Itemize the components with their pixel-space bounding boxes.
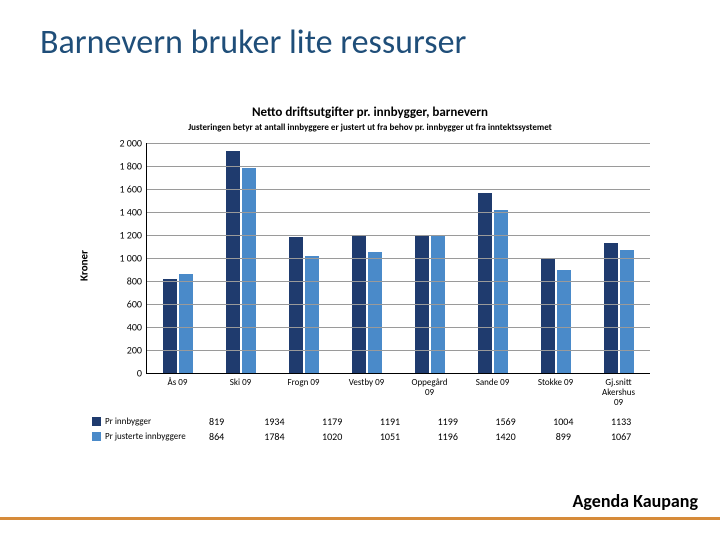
legend-item: Pr innbygger: [90, 414, 188, 429]
table-value: 1934: [246, 414, 304, 429]
gridline: [147, 212, 650, 213]
chart-subtitle: Justeringen betyr at antall innbyggere e…: [90, 122, 650, 133]
table-value: 899: [534, 429, 592, 444]
table-value: 1067: [592, 429, 650, 444]
y-axis-label-text: Kroner: [78, 250, 91, 281]
table-value: 1020: [303, 429, 361, 444]
table-value: 1196: [419, 429, 477, 444]
bar: [604, 243, 618, 373]
gridline: [147, 143, 650, 144]
gridline: [147, 281, 650, 282]
y-tick: 1 800: [119, 160, 142, 173]
gridline: [147, 304, 650, 305]
x-tick: Frogn 09: [272, 374, 335, 408]
table-value: 1179: [303, 414, 361, 429]
bar: [557, 270, 571, 373]
y-axis-ticks: 02004006008001 0001 2001 4001 6001 8002 …: [106, 143, 146, 373]
table-value: 1784: [246, 429, 304, 444]
data-table: Pr innbygger8191934117911911199156910041…: [90, 414, 650, 444]
y-tick: 1 000: [119, 252, 142, 265]
chart-title: Netto driftsutgifter pr. innbygger, barn…: [90, 105, 650, 120]
gridline: [147, 235, 650, 236]
table-value: 1191: [361, 414, 419, 429]
slide: Barnevern bruker lite ressurser Netto dr…: [0, 0, 720, 540]
x-tick: Ås 09: [146, 374, 209, 408]
bar: [242, 168, 256, 373]
gridline: [147, 350, 650, 351]
footer-rule: [0, 517, 720, 520]
bar: [163, 279, 177, 373]
bar: [620, 250, 634, 373]
gridline: [147, 258, 650, 259]
x-tick: Oppegård 09: [398, 374, 461, 408]
chart-container: Netto driftsutgifter pr. innbygger, barn…: [90, 105, 650, 444]
y-tick: 1 200: [119, 229, 142, 242]
y-axis-label: Kroner: [90, 143, 106, 374]
y-tick: 2 000: [119, 137, 142, 150]
y-tick: 800: [127, 275, 142, 288]
gridline: [147, 189, 650, 190]
table-value: 1004: [534, 414, 592, 429]
legend-label: Pr innbygger: [105, 416, 151, 427]
bar: [368, 252, 382, 373]
legend-item: Pr justerte innbyggere: [90, 429, 188, 444]
gridline: [147, 327, 650, 328]
footer-brand: Agenda Kaupang: [573, 490, 698, 512]
table-value: 1420: [477, 429, 535, 444]
y-tick: 200: [127, 344, 142, 357]
bar: [226, 151, 240, 373]
bar: [179, 274, 193, 373]
table-value: 1569: [477, 414, 535, 429]
bar: [478, 193, 492, 373]
table-value: 1199: [419, 414, 477, 429]
plot-area: [146, 143, 650, 374]
x-tick: Ski 09: [209, 374, 272, 408]
x-tick: Sande 09: [461, 374, 524, 408]
bar: [305, 256, 319, 373]
x-axis-ticks: Ås 09Ski 09Frogn 09Vestby 09Oppegård 09S…: [146, 374, 650, 408]
y-tick: 400: [127, 321, 142, 334]
table-value: 1133: [592, 414, 650, 429]
y-tick: 1 400: [119, 206, 142, 219]
table-value: 819: [188, 414, 246, 429]
y-tick: 1 600: [119, 183, 142, 196]
legend-label: Pr justerte innbyggere: [105, 431, 186, 442]
table-value: 1051: [361, 429, 419, 444]
table-value: 864: [188, 429, 246, 444]
legend-swatch: [92, 417, 101, 426]
x-tick: Vestby 09: [335, 374, 398, 408]
legend-swatch: [92, 432, 101, 441]
y-tick: 600: [127, 298, 142, 311]
slide-title: Barnevern bruker lite ressurser: [40, 22, 466, 63]
x-tick: Stokke 09: [524, 374, 587, 408]
x-tick: Gj.snitt Akershus 09: [587, 374, 650, 408]
bar: [541, 258, 555, 373]
gridline: [147, 166, 650, 167]
y-tick: 0: [137, 367, 142, 380]
